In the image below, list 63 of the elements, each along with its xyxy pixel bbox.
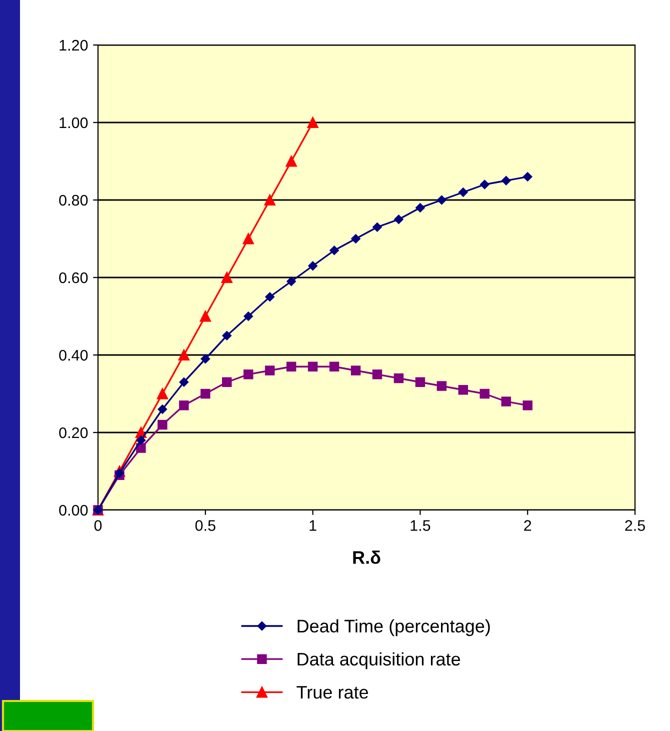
point [222,331,232,340]
point [307,116,318,128]
point [437,195,446,205]
legend-label: Dead Time (percentage) [298,619,490,636]
point [458,188,468,197]
point [330,246,339,255]
x-tick-label: 2 [524,520,532,531]
point [244,370,254,380]
point [156,388,168,400]
point [329,362,340,372]
point [200,354,210,364]
point [286,156,297,167]
point [136,443,146,453]
x-tick-label: 1 [310,520,316,531]
point [244,312,253,321]
point [158,404,168,414]
point [480,388,490,399]
x-tick-label: 0.5 [195,520,216,531]
legend-label: True rate [296,686,368,699]
point [458,385,468,395]
point [264,366,275,376]
point [436,381,447,391]
point [372,222,382,232]
x-tick-label: 1.5 [410,520,430,531]
point [242,233,254,244]
y-tick-label: 1.20 [60,40,88,51]
y-tick-label: 0.20 [59,427,88,438]
point [200,310,211,322]
point [308,261,318,270]
point [286,362,296,372]
legend-label: Data acquisition rate [298,652,460,670]
point [221,272,232,284]
point [200,388,210,399]
point [351,234,360,244]
point [179,400,189,410]
point [415,377,426,387]
point [522,172,532,182]
point [416,203,425,212]
x-tick-label: 0 [94,520,102,531]
point [522,400,532,410]
point [394,373,404,384]
point [158,420,168,430]
point [394,214,404,224]
y-tick-label: 0.00 [59,504,88,516]
point [501,176,511,186]
x-axis-title: R.δ [353,550,380,564]
point [136,436,146,445]
y-tick-label: 0.80 [59,194,88,206]
point [480,180,490,190]
x-tick-label: 2.5 [625,520,645,531]
y-tick-label: 1.00 [60,117,88,128]
point [350,366,361,376]
point [179,378,189,387]
point [372,370,382,380]
y-tick-label: 0.60 [59,272,88,284]
point [265,292,274,302]
point [286,276,296,286]
point [308,362,318,372]
point [501,396,511,406]
point [178,349,190,361]
point [222,377,232,387]
y-tick-label: 0.40 [59,350,88,361]
point [264,194,276,206]
